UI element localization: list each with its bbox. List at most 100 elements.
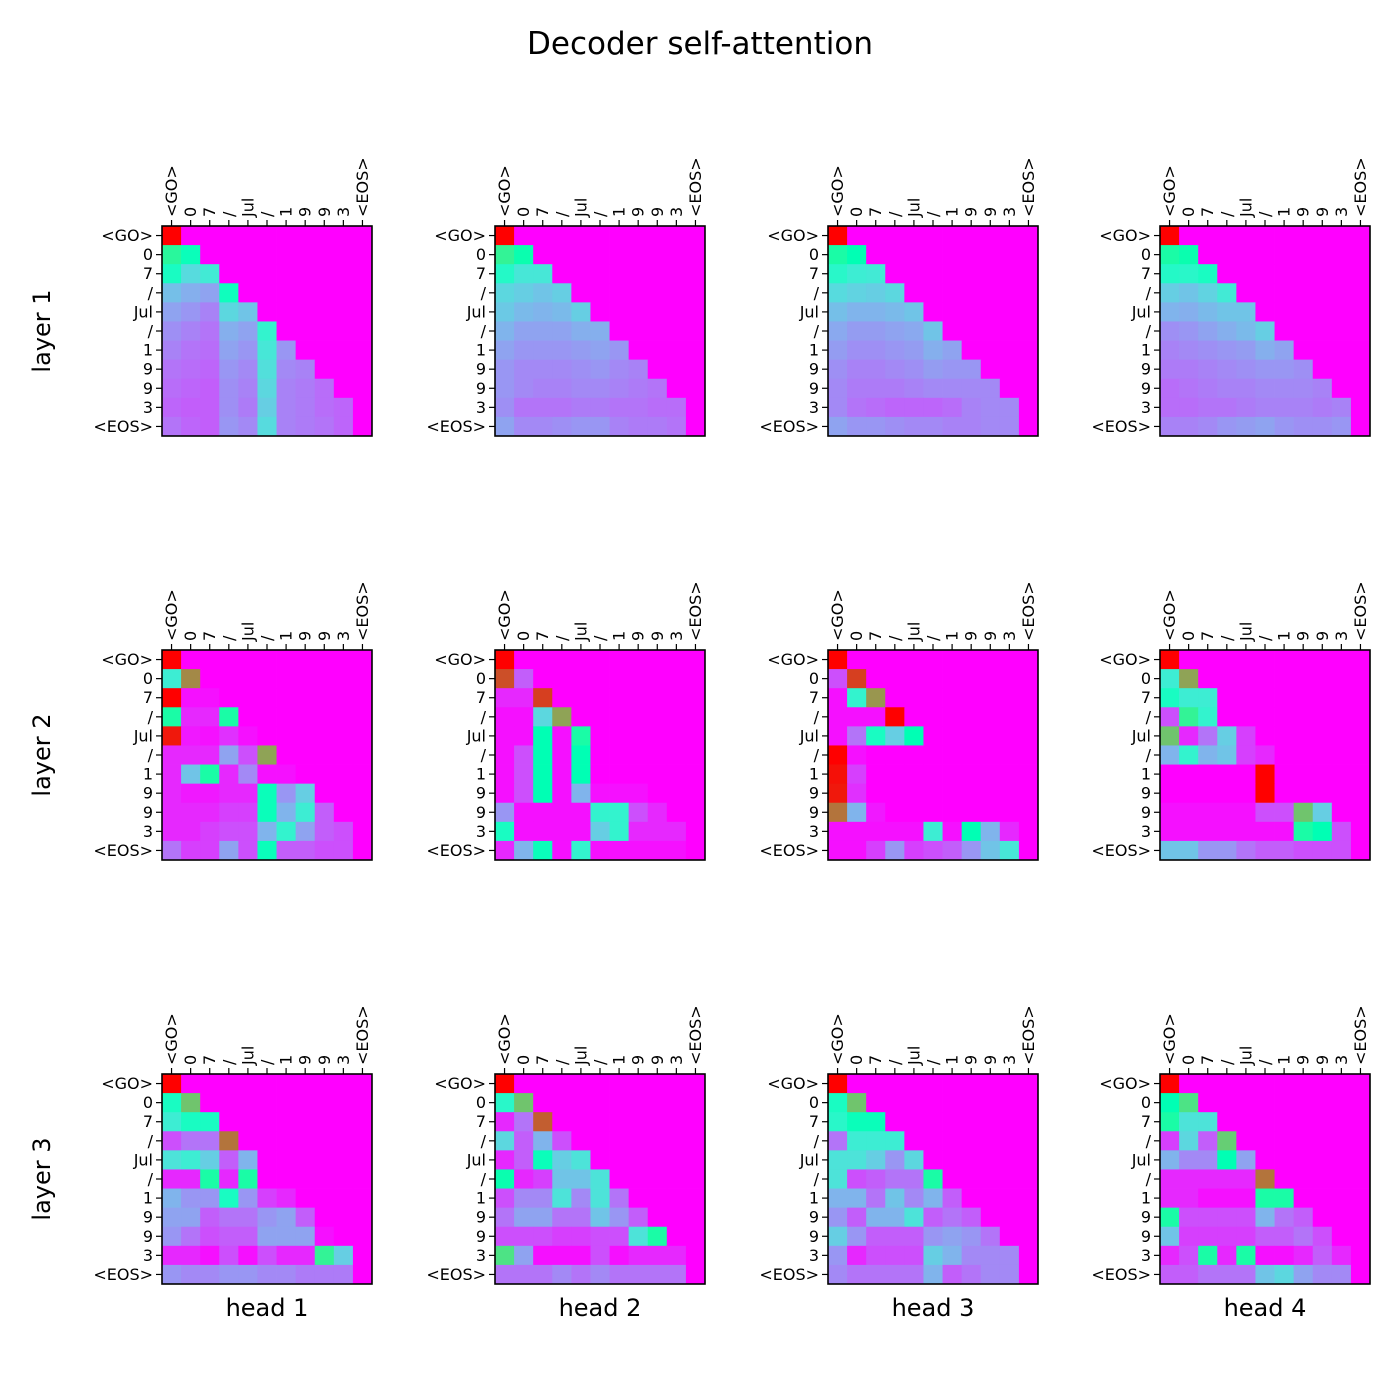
y-tick-label: / bbox=[481, 322, 487, 341]
heatmap-cell bbox=[1179, 821, 1199, 842]
heatmap-cell bbox=[1198, 650, 1218, 670]
heatmap-cell bbox=[847, 745, 867, 765]
heatmap-cell bbox=[999, 802, 1020, 823]
heatmap-cell bbox=[295, 669, 316, 689]
heatmap-cell bbox=[1350, 378, 1371, 399]
heatmap-cell bbox=[609, 416, 630, 437]
heatmap-cell bbox=[999, 283, 1020, 303]
heatmap-cell bbox=[352, 245, 373, 265]
heatmap-cell bbox=[1179, 1150, 1199, 1170]
heatmap-cell bbox=[1236, 688, 1256, 708]
heatmap-cell bbox=[238, 1074, 258, 1094]
x-tick-label: 0 bbox=[1179, 1055, 1198, 1065]
heatmap-cell bbox=[219, 1074, 239, 1094]
heatmap-cell bbox=[1350, 1093, 1371, 1113]
heatmap-cell bbox=[1255, 707, 1275, 727]
heatmap-cell bbox=[647, 1264, 668, 1285]
heatmap-cell bbox=[942, 802, 963, 823]
heatmap-cell bbox=[552, 245, 572, 265]
heatmap-cell bbox=[1331, 1093, 1352, 1113]
heatmap-cell bbox=[333, 397, 354, 418]
heatmap-cell bbox=[647, 1245, 668, 1266]
heatmap-cell bbox=[666, 283, 687, 303]
heatmap-cell bbox=[162, 283, 182, 303]
heatmap-cell bbox=[961, 416, 982, 437]
heatmap-cell bbox=[1217, 764, 1237, 785]
heatmap-cell bbox=[1198, 669, 1218, 689]
heatmap-cell bbox=[571, 378, 591, 399]
heatmap-cell bbox=[571, 1207, 591, 1228]
heatmap-cell bbox=[257, 821, 277, 842]
heatmap-cell bbox=[1350, 1207, 1371, 1228]
heatmap-cell bbox=[1293, 226, 1314, 246]
x-tick-label: Jul bbox=[1236, 198, 1255, 218]
heatmap-cell bbox=[533, 707, 553, 727]
heatmap-cell bbox=[904, 340, 924, 361]
y-tick-label: 9 bbox=[1141, 360, 1151, 379]
heatmap-cell bbox=[1274, 1245, 1295, 1266]
heatmap-cell bbox=[999, 359, 1020, 380]
heatmap-cell bbox=[219, 745, 239, 765]
y-tick-label: 7 bbox=[143, 264, 153, 283]
heatmap-cell bbox=[276, 1245, 297, 1266]
heatmap-cell bbox=[533, 321, 553, 341]
heatmap-cell bbox=[999, 1169, 1020, 1189]
heatmap-cell bbox=[276, 245, 297, 265]
heatmap-cell bbox=[295, 378, 316, 399]
heatmap-cell bbox=[495, 840, 515, 861]
heatmap-cell bbox=[1018, 802, 1039, 823]
heatmap-cell bbox=[942, 245, 963, 265]
heatmap-cell bbox=[1350, 302, 1371, 322]
heatmap-cell bbox=[333, 821, 354, 842]
heatmap-cell bbox=[1312, 264, 1333, 284]
y-tick-label: 7 bbox=[1141, 1112, 1151, 1131]
heatmap-cell bbox=[685, 1169, 706, 1189]
heatmap-cell bbox=[590, 416, 610, 437]
x-tick-label: 7 bbox=[1198, 631, 1217, 641]
heatmap-cell bbox=[1312, 245, 1333, 265]
heatmap-cell bbox=[352, 707, 373, 727]
heatmap-cell bbox=[162, 321, 182, 341]
heatmap-cell bbox=[238, 321, 258, 341]
heatmap-cell bbox=[647, 378, 668, 399]
heatmap-cell bbox=[666, 764, 687, 785]
heatmap-cell bbox=[628, 321, 649, 341]
heatmap-cell bbox=[847, 802, 867, 823]
heatmap-cell bbox=[295, 1169, 316, 1189]
heatmap-cell bbox=[1350, 783, 1371, 804]
heatmap-cell bbox=[219, 1226, 239, 1247]
heatmap-cell bbox=[219, 302, 239, 322]
heatmap-cell bbox=[314, 821, 335, 842]
heatmap-cell bbox=[181, 416, 201, 437]
heatmap-cell bbox=[828, 1131, 848, 1151]
heatmap-cell bbox=[1198, 397, 1218, 418]
heatmap-cell bbox=[552, 688, 572, 708]
heatmap-cell bbox=[295, 1264, 316, 1285]
heatmap-cell bbox=[495, 1226, 515, 1247]
heatmap-cell bbox=[666, 226, 687, 246]
heatmap-cell bbox=[904, 764, 924, 785]
heatmap-cell bbox=[514, 726, 534, 746]
heatmap-cell bbox=[828, 840, 848, 861]
x-tick-label: 7 bbox=[200, 207, 219, 217]
y-tick-label: 1 bbox=[143, 1189, 153, 1208]
heatmap-cell bbox=[314, 302, 335, 322]
heatmap-cell bbox=[1331, 1074, 1352, 1094]
heatmap-cell bbox=[1018, 1188, 1039, 1209]
heatmap-cell bbox=[1293, 1112, 1314, 1132]
heatmap-cell bbox=[980, 378, 1001, 399]
heatmap-cell bbox=[590, 840, 610, 861]
heatmap-cell bbox=[1274, 340, 1295, 361]
y-tick-label: / bbox=[814, 707, 820, 726]
heatmap-cell bbox=[1018, 1226, 1039, 1247]
heatmap-cell bbox=[1312, 669, 1333, 689]
heatmap-cell bbox=[295, 226, 316, 246]
x-tick-label: / bbox=[1256, 1059, 1275, 1065]
heatmap-cell bbox=[1255, 1264, 1275, 1285]
heatmap-cell bbox=[1274, 264, 1295, 284]
heatmap-cell bbox=[219, 1150, 239, 1170]
heatmap-cell bbox=[847, 226, 867, 246]
heatmap-cell bbox=[295, 321, 316, 341]
heatmap-cell bbox=[609, 802, 630, 823]
